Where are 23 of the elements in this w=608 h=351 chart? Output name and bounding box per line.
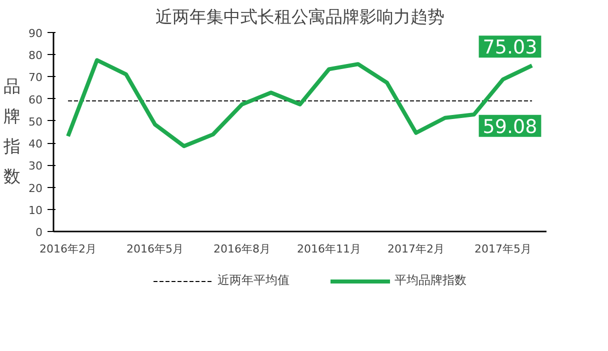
x-tick-label: 2017年2月 xyxy=(388,242,445,256)
x-tick-label: 2016年8月 xyxy=(214,242,271,256)
y-tick-label: 60 xyxy=(28,93,43,106)
y-tick-label: 90 xyxy=(28,27,43,40)
line-series xyxy=(66,58,534,148)
y-tick-label: 70 xyxy=(28,71,43,84)
data-label: 75.03 xyxy=(482,36,538,59)
y-tick-label: 0 xyxy=(36,226,42,239)
y-tick-label: 30 xyxy=(28,160,43,173)
chart-title: 近两年集中式长租公寓品牌影响力趋势 xyxy=(156,8,444,28)
x-tick-label: 2017年5月 xyxy=(474,242,532,256)
annotation: 59.08 xyxy=(482,116,538,138)
x-tick-label: 2016年5月 xyxy=(126,242,184,256)
y-tick-label: 10 xyxy=(28,204,43,217)
legend-label: 平均品牌指数 xyxy=(394,272,466,289)
y-tick-label: 40 xyxy=(28,138,43,151)
y-tick-label: 20 xyxy=(28,182,43,195)
legend-label: 近两年平均值 xyxy=(218,272,290,289)
y-tick-label: 50 xyxy=(28,115,43,128)
y-axis-title: 品牌指数 xyxy=(2,77,21,187)
y-tick-label: 80 xyxy=(28,49,43,62)
x-tick-label: 2016年11月 xyxy=(297,242,362,256)
x-tick-label: 2016年2月 xyxy=(40,242,97,256)
